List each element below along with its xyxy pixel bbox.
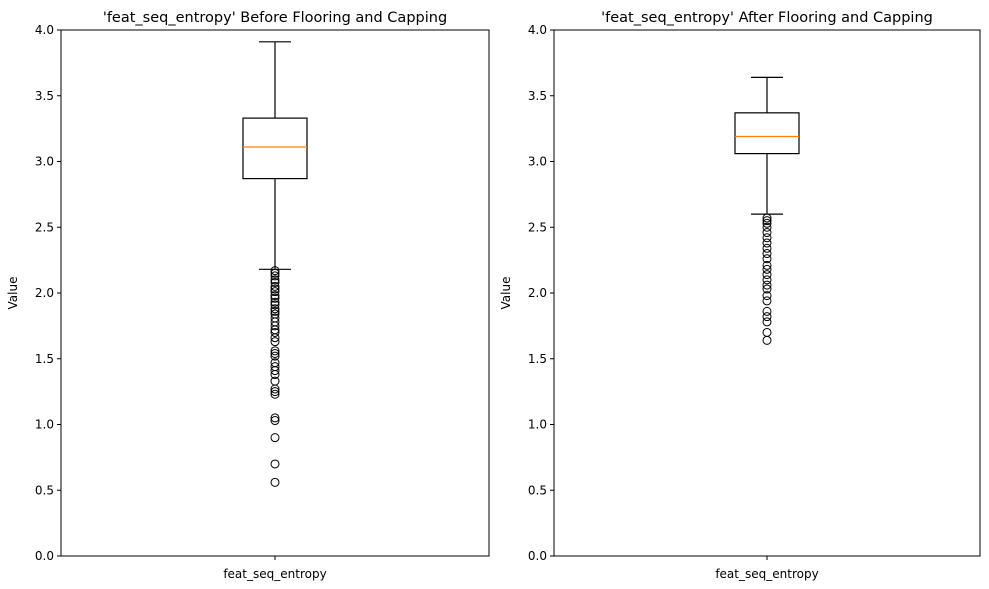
y-tick-label: 2.0 <box>528 286 547 300</box>
outlier-point <box>762 306 772 316</box>
outlier-point <box>270 348 280 358</box>
y-tick-label: 3.0 <box>528 155 547 169</box>
y-axis-label: Value <box>6 277 20 310</box>
outlier-point <box>270 389 280 399</box>
outlier-point <box>762 280 772 290</box>
outlier-point <box>270 271 280 281</box>
y-tick-label: 2.0 <box>35 286 54 300</box>
outlier-point <box>270 346 280 356</box>
outlier-point <box>762 213 772 223</box>
outlier-point <box>270 300 280 310</box>
outlier-point <box>270 376 280 386</box>
outlier-point <box>270 306 280 316</box>
outlier-point <box>762 254 772 264</box>
outlier-point <box>270 362 280 372</box>
outlier-point <box>762 218 772 228</box>
y-tick-label: 0.0 <box>35 549 54 563</box>
outlier-point <box>270 297 280 307</box>
outlier-point <box>762 317 772 327</box>
outlier-point <box>762 296 772 306</box>
outlier-point <box>270 387 280 397</box>
outlier-point <box>762 264 772 274</box>
box <box>242 117 308 180</box>
outlier-point <box>270 284 280 294</box>
outlier-point <box>270 275 280 285</box>
y-tick-label: 3.5 <box>35 89 54 103</box>
y-tick-label: 0.5 <box>35 483 54 497</box>
outlier-point <box>762 275 772 285</box>
y-tick-label: 2.5 <box>528 220 547 234</box>
chart-panel-after: 'feat_seq_entropy' After Flooring and Ca… <box>499 10 981 581</box>
outlier-point <box>270 287 280 297</box>
y-tick-label: 1.5 <box>528 352 547 366</box>
y-tick-label: 4.0 <box>528 23 547 37</box>
outlier-point <box>762 291 772 301</box>
outlier-point <box>762 270 772 280</box>
outlier-point <box>270 309 280 319</box>
y-tick-label: 0.0 <box>528 549 547 563</box>
outlier-point <box>762 335 772 345</box>
outlier-point <box>270 337 280 347</box>
chart-panel-before: 'feat_seq_entropy' Before Flooring and C… <box>6 10 490 581</box>
outlier-point <box>270 327 280 337</box>
outlier-point <box>270 268 280 278</box>
outlier-point <box>270 281 280 291</box>
outlier-point <box>270 477 280 487</box>
box <box>734 112 800 155</box>
y-tick-label: 1.5 <box>35 352 54 366</box>
outlier-point <box>270 413 280 423</box>
x-tick-label: feat_seq_entropy <box>223 567 326 581</box>
outlier-point <box>762 249 772 259</box>
y-tick-label: 1.0 <box>35 418 54 432</box>
outlier-point <box>762 260 772 270</box>
y-tick-label: 4.0 <box>35 23 54 37</box>
outlier-point <box>762 238 772 248</box>
outlier-point <box>270 277 280 287</box>
outlier-point <box>762 228 772 238</box>
y-tick-label: 2.5 <box>35 220 54 234</box>
y-tick-label: 3.5 <box>528 89 547 103</box>
outlier-point <box>762 233 772 243</box>
outlier-point <box>270 304 280 314</box>
outlier-point <box>270 291 280 301</box>
outlier-point <box>270 433 280 443</box>
outlier-point <box>270 293 280 303</box>
chart-title: 'feat_seq_entropy' After Flooring and Ca… <box>601 10 933 26</box>
outlier-point <box>762 284 772 294</box>
outlier-point <box>762 222 772 232</box>
outlier-point <box>270 313 280 323</box>
outlier-point <box>270 459 280 469</box>
outlier-point <box>270 266 280 276</box>
outlier-point <box>270 416 280 426</box>
y-axis-label: Value <box>499 277 513 310</box>
y-tick-label: 0.5 <box>528 483 547 497</box>
x-tick-label: feat_seq_entropy <box>715 567 818 581</box>
outlier-point <box>762 312 772 322</box>
outlier-point <box>762 243 772 253</box>
outlier-point <box>762 327 772 337</box>
outlier-point <box>762 216 772 226</box>
chart-title: 'feat_seq_entropy' Before Flooring and C… <box>103 10 447 26</box>
y-tick-label: 1.0 <box>528 418 547 432</box>
outlier-point <box>270 351 280 361</box>
outlier-point <box>270 358 280 368</box>
y-tick-label: 3.0 <box>35 155 54 169</box>
